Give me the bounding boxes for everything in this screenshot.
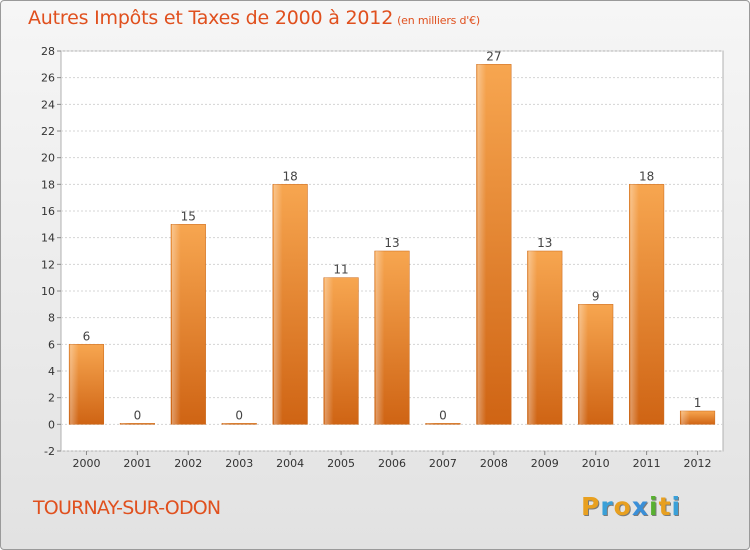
data-label: 11 <box>333 263 348 277</box>
bar-highlight <box>528 251 538 425</box>
bar-highlight <box>630 184 639 425</box>
x-tick-label: 2003 <box>225 457 253 470</box>
data-label: 9 <box>592 289 600 303</box>
y-tick-label: 6 <box>48 338 55 351</box>
data-label: 18 <box>283 169 298 183</box>
y-tick-label: 16 <box>41 205 55 218</box>
x-axis-ticks: 2000 2001 2002 2003 2004 2005 2006 2007 2008 2009… <box>72 451 712 470</box>
data-label: 0 <box>235 408 243 422</box>
x-tick-label: 2006 <box>378 457 406 470</box>
data-labels: 6 0 15 0 18 11 13 0 27 13 9 18 1 <box>83 49 702 422</box>
data-label: 15 <box>181 209 196 223</box>
bars <box>68 64 716 425</box>
chart-unit-note: (en milliers d'€) <box>397 14 480 27</box>
chart-title: Autres Impôts et Taxes de 2000 à 2012 (en… <box>28 7 480 29</box>
data-label: 1 <box>694 396 702 410</box>
brand-letter: i <box>649 492 659 521</box>
y-tick-label: 4 <box>48 365 55 378</box>
y-tick-label: 18 <box>41 178 55 191</box>
x-tick-label: 2004 <box>276 457 304 470</box>
place-name: TOURNAY-SUR-ODON <box>33 497 221 519</box>
bar <box>119 423 155 425</box>
x-tick-label: 2012 <box>684 457 712 470</box>
x-tick-label: 2010 <box>582 457 610 470</box>
x-tick-label: 2000 <box>72 457 100 470</box>
bar-highlight <box>171 224 181 425</box>
y-tick-label: 28 <box>41 45 55 58</box>
y-tick-label: 24 <box>41 98 55 111</box>
y-tick-label: 20 <box>41 152 55 165</box>
x-tick-label: 2001 <box>123 457 151 470</box>
brand-letter: i <box>671 492 682 521</box>
y-tick-label: -2 <box>44 445 55 458</box>
y-tick-label: 26 <box>41 72 55 85</box>
data-label: 0 <box>439 408 447 422</box>
y-tick-label: 2 <box>48 392 55 405</box>
bar-highlight <box>324 277 334 425</box>
y-tick-label: 14 <box>41 232 55 245</box>
bar-highlight <box>273 184 283 425</box>
bar-highlight <box>681 411 690 425</box>
data-label: 13 <box>537 236 552 250</box>
brand-logo: Proxiti <box>581 492 681 521</box>
y-tick-label: 0 <box>48 418 55 431</box>
data-label: 6 <box>83 329 91 343</box>
x-tick-label: 2008 <box>480 457 508 470</box>
bar-highlight <box>70 344 79 425</box>
bar-highlight <box>121 423 130 425</box>
chart-title-text: Autres Impôts et Taxes de 2000 à 2012 <box>28 7 394 29</box>
brand-letter: r <box>600 492 614 521</box>
brand-letter: P <box>581 492 601 521</box>
x-tick-label: 2005 <box>327 457 355 470</box>
y-tick-label: 8 <box>48 312 55 325</box>
y-tick-label: 22 <box>41 125 55 138</box>
x-tick-label: 2002 <box>174 457 202 470</box>
bar <box>425 423 461 425</box>
data-label: 27 <box>486 49 501 63</box>
y-tick-label: 12 <box>41 258 55 271</box>
brand-letter: x <box>631 492 649 521</box>
brand-letter: t <box>658 492 672 521</box>
bar-highlight <box>375 251 385 425</box>
x-tick-label: 2009 <box>531 457 559 470</box>
x-tick-label: 2007 <box>429 457 457 470</box>
bar-highlight <box>477 64 487 425</box>
brand-letter: o <box>613 492 632 521</box>
bar-highlight <box>579 304 589 425</box>
bar <box>221 423 257 425</box>
data-label: 0 <box>134 408 142 422</box>
y-tick-label: 10 <box>41 285 55 298</box>
bar-highlight <box>222 423 232 425</box>
data-label: 18 <box>639 169 654 183</box>
x-tick-label: 2011 <box>633 457 661 470</box>
bar-highlight <box>426 423 436 425</box>
data-label: 13 <box>384 236 399 250</box>
